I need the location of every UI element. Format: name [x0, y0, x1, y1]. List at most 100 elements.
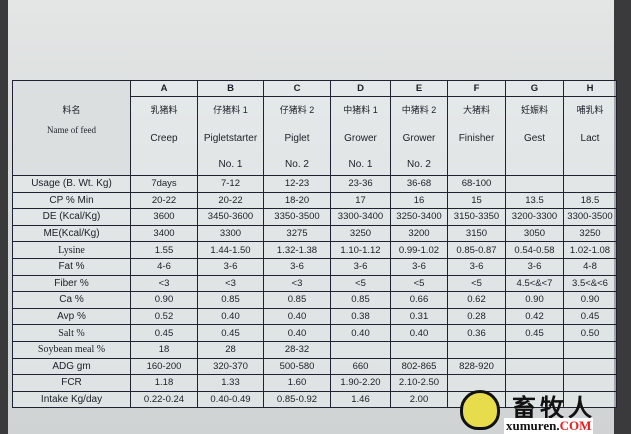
column-letter: F: [447, 80, 506, 97]
row-label: DE (Kcal/Kg): [12, 208, 131, 226]
table-cell: 4-6: [130, 257, 198, 276]
table-cell: <5: [390, 274, 448, 293]
table-cell: 0.52: [130, 307, 198, 326]
table-cell: [563, 390, 617, 409]
table-cell: 1.90-2.20: [330, 374, 391, 392]
table-cell: 18.5: [563, 191, 617, 210]
table-row: Soybean meal % 18 28 28-32: [12, 340, 617, 359]
table-cell: [390, 340, 448, 359]
table-cell: 0.90: [505, 291, 564, 309]
table-cell: 3150-3350: [447, 208, 506, 226]
table-cell: 0.36: [447, 324, 506, 342]
table-cell: 1.60: [263, 374, 331, 392]
column-name-cn: 大猪料: [462, 105, 490, 115]
table-cell: [563, 374, 617, 392]
column-name-cn: 乳猪料: [150, 105, 178, 115]
column-letter: C: [263, 80, 331, 97]
header-label-cn: 料名: [62, 105, 81, 115]
table-cell: 0.28: [447, 307, 506, 326]
table-cell: 28-32: [263, 340, 331, 359]
table-cell: 36-68: [390, 175, 448, 193]
table-cell: 4.5<&<7: [505, 274, 564, 293]
row-label: Salt %: [12, 324, 131, 342]
table-cell: 3200: [390, 224, 448, 243]
column-name-cn: 仔猪料 1: [213, 105, 248, 115]
row-label: ADG gm: [12, 357, 131, 376]
column-name-cell: 仔猪料 2 Piglet No. 2: [263, 96, 331, 176]
column-name-en: Piglet: [284, 133, 310, 144]
column-name-en: Pigletstarter: [203, 133, 258, 144]
watermark-logo: 畜牧人 xumuren.COM: [460, 388, 631, 434]
table-row: Salt % 0.45 0.45 0.40 0.40 0.40 0.36 0.45 0.50: [12, 324, 617, 342]
row-label: Avp %: [12, 307, 131, 326]
row-label: Lysine: [12, 241, 131, 259]
name-row: 乳猪料 Creep 仔猪料 1 Pigletstarter No. 1 仔猪料 2 Pigl…: [13, 96, 617, 176]
row-label: FCR: [12, 374, 131, 392]
table-cell: 0.40-0.49: [197, 390, 264, 409]
table-cell: 0.22-0.24: [130, 390, 198, 409]
table-row: Usage (B. Wt. Kg) 7days 7-12 12-23 23-36 36-6…: [12, 175, 617, 193]
table-cell: 1.55: [130, 241, 198, 259]
table-cell: [330, 340, 391, 359]
table-cell: 0.38: [330, 307, 391, 326]
table-row: Ca % 0.90 0.85 0.85 0.85 0.66 0.62 0.90 0.90: [12, 291, 617, 309]
table-cell: 0.40: [263, 324, 331, 342]
table-cell: 0.40: [197, 307, 264, 326]
table-cell: 3250-3400: [390, 208, 448, 226]
row-label: Intake Kg/day: [12, 390, 131, 409]
table-cell: 2.10-2.50: [390, 374, 448, 392]
table-cell: 3150: [447, 224, 506, 243]
row-label: CP % Min: [12, 191, 131, 210]
header-label-en: Name of feed: [47, 125, 96, 135]
table-cell: [563, 175, 617, 193]
table-cell: 0.85: [330, 291, 391, 309]
column-name-cell: 哺乳料 Lact: [563, 96, 617, 176]
row-label: Soybean meal %: [12, 340, 131, 359]
table-cell: 1.46: [330, 390, 391, 409]
table-cell: [505, 374, 564, 392]
table-cell: 0.90: [563, 291, 617, 309]
table-cell: 17: [330, 191, 391, 210]
table-cell: 18: [130, 340, 198, 359]
table-row: Lysine 1.55 1.44-1.50 1.32-1.38 1.10-1.12 0.9…: [12, 241, 617, 259]
table-cell: 28: [197, 340, 264, 359]
column-name-en: Gest: [523, 133, 546, 144]
table-cell: 828-920: [447, 357, 506, 376]
column-name-cell: 妊娠料 Gest: [505, 96, 564, 176]
table-cell: 3-6: [263, 257, 331, 276]
table-row: ME(Kcal/Kg) 3400 3300 3275 3250 3200 3150 3050 3…: [12, 224, 617, 243]
table-cell: 0.42: [505, 307, 564, 326]
table-cell: 320-370: [197, 357, 264, 376]
table-cell: 500-580: [263, 357, 331, 376]
column-name-en: Grower: [402, 133, 436, 144]
table-cell: 0.31: [390, 307, 448, 326]
table-cell: 1.32-1.38: [263, 241, 331, 259]
column-name-no: No. 1: [348, 159, 373, 170]
table-cell: 18-20: [263, 191, 331, 210]
table-cell: 20-22: [197, 191, 264, 210]
column-name-cell: 大猪料 Finisher: [447, 96, 506, 176]
table-cell: 0.45: [563, 307, 617, 326]
column-name-cn: 中猪料 1: [343, 105, 378, 115]
table-cell: 12-23: [263, 175, 331, 193]
column-letter: D: [330, 80, 391, 97]
table-cell: 0.85-0.87: [447, 241, 506, 259]
table-cell: <3: [197, 274, 264, 293]
column-name-cn: 中猪料 2: [401, 105, 437, 115]
table-cell: 7-12: [197, 175, 264, 193]
table-cell: 0.45: [197, 324, 264, 342]
table-cell: 0.40: [390, 324, 448, 342]
column-letter: G: [505, 80, 564, 97]
column-name-no: No. 2: [407, 159, 431, 170]
table-cell: 3-6: [505, 257, 564, 276]
table-cell: 13.5: [505, 191, 564, 210]
table-cell: [447, 340, 506, 359]
column-name-en: Finisher: [458, 133, 495, 144]
row-label: Usage (B. Wt. Kg): [12, 175, 131, 193]
row-label: Ca %: [12, 291, 131, 309]
table-cell: 3450-3600: [197, 208, 264, 226]
table-cell: <5: [447, 274, 506, 293]
table-row: DE (Kcal/Kg) 3600 3450-3600 3350-3500 3300-3…: [12, 208, 617, 226]
header-label-cell: 料名 Name of feed: [12, 80, 131, 176]
heart-logo-icon: [460, 390, 500, 430]
